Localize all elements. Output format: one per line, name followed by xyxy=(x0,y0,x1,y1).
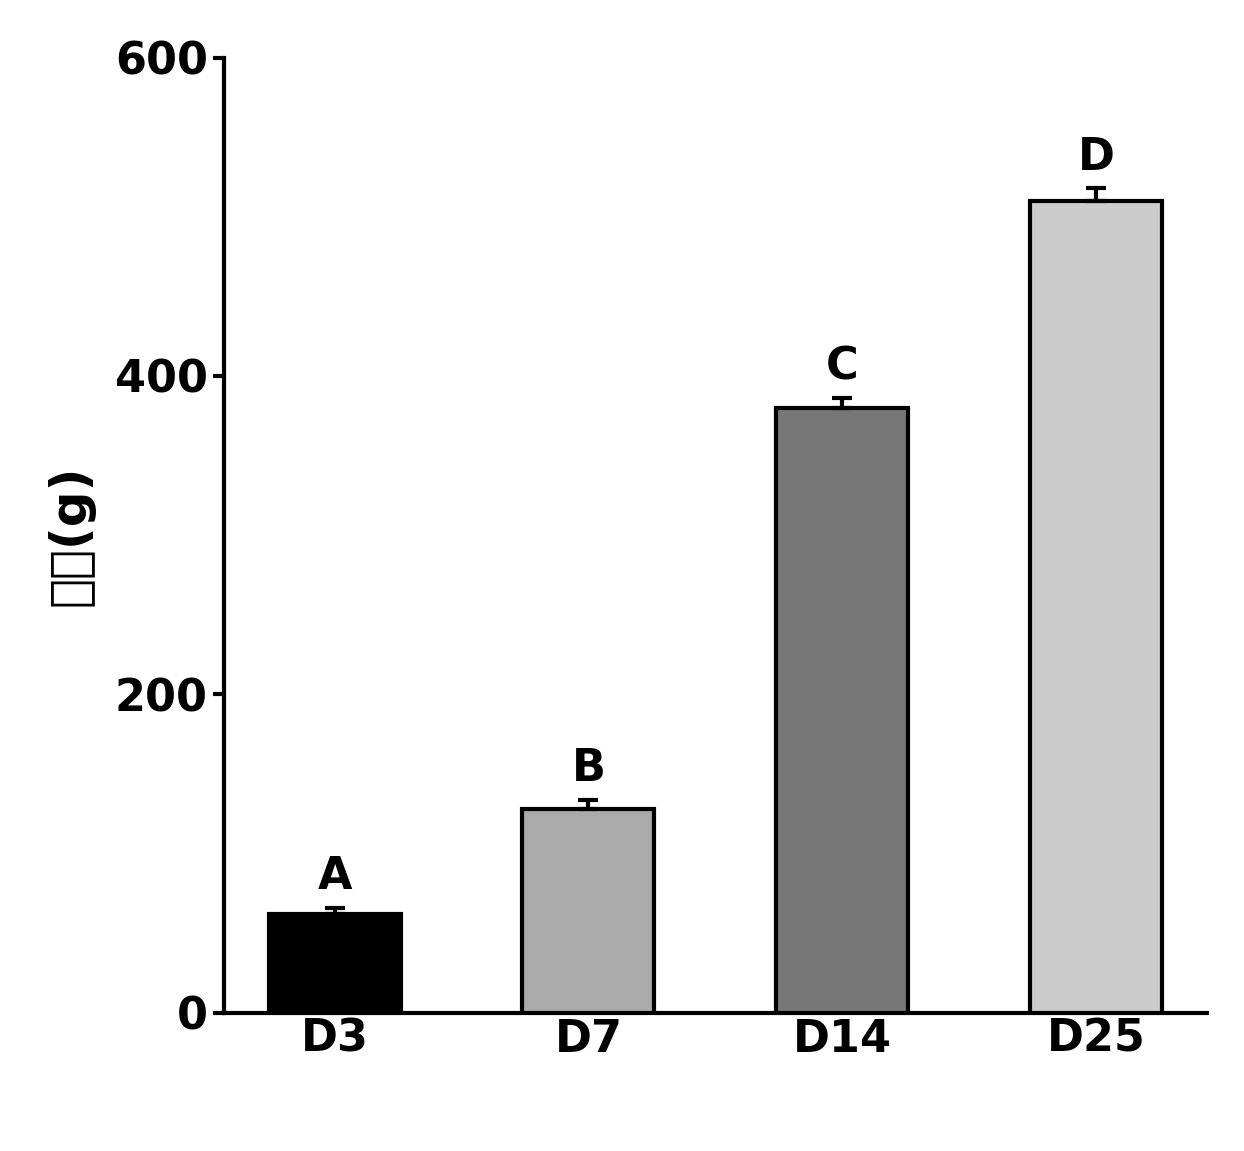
Text: A: A xyxy=(317,855,352,898)
Text: D: D xyxy=(1077,136,1115,178)
Text: B: B xyxy=(571,747,606,790)
Y-axis label: 体量(g): 体量(g) xyxy=(46,465,95,605)
Bar xyxy=(269,914,401,1013)
Text: C: C xyxy=(826,345,858,389)
Bar xyxy=(1030,200,1162,1013)
Bar xyxy=(522,809,654,1013)
Bar xyxy=(776,407,908,1013)
